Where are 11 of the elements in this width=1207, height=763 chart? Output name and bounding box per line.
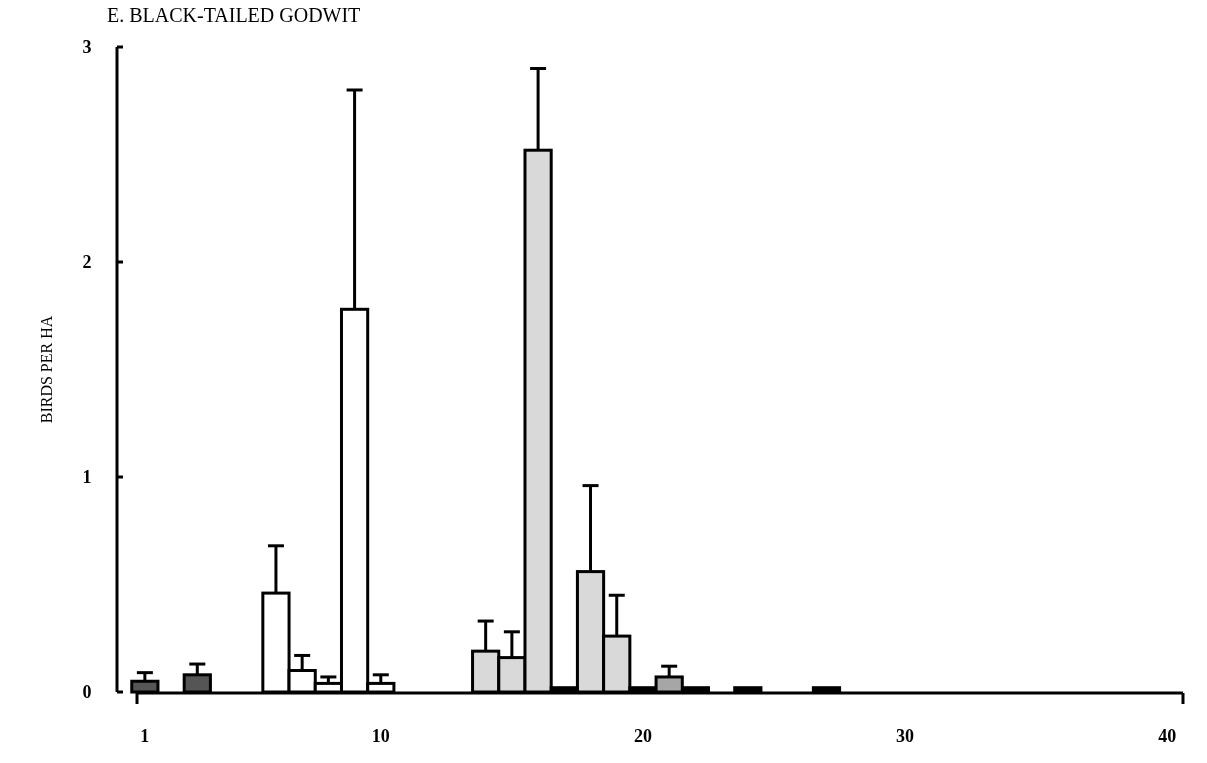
y-tick-label: 0	[82, 682, 92, 703]
x-tick-label: 40	[1158, 726, 1177, 746]
chart-title: E. BLACK-TAILED GODWIT	[107, 4, 361, 26]
x-tick-label: 10	[371, 726, 390, 746]
x-tick-label: 1	[140, 726, 150, 746]
y-tick-label: 3	[82, 37, 92, 58]
x-tick-label: 20	[633, 726, 652, 746]
x-tick-label: 30	[896, 726, 915, 746]
y-tick-label: 1	[82, 467, 92, 488]
y-tick-label: 2	[82, 252, 92, 273]
y-axis-title: BIRDS PER HA	[38, 315, 55, 424]
